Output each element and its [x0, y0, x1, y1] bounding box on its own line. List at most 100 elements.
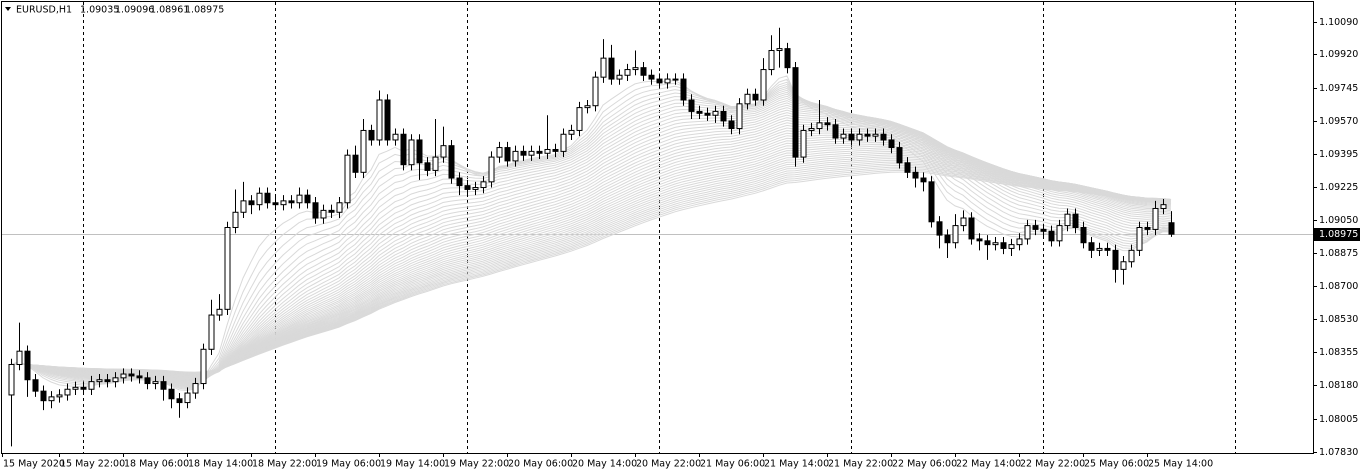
- candle-body: [472, 187, 479, 190]
- candle-body: [408, 139, 415, 166]
- x-tick-label: 19 May 22:00: [444, 459, 509, 470]
- candle-body: [1056, 225, 1063, 242]
- candle-body: [488, 156, 495, 183]
- candle-body: [136, 375, 143, 379]
- candle-body: [1128, 249, 1135, 263]
- candle-body: [1096, 247, 1103, 251]
- candle-body: [528, 150, 535, 156]
- x-tick-label: 18 May 14:00: [188, 459, 253, 470]
- y-tick-label: 1.09570: [1319, 116, 1358, 127]
- candle-body: [656, 78, 663, 84]
- candle-body: [800, 129, 807, 158]
- candle-body: [1008, 244, 1015, 249]
- candle-body: [336, 202, 343, 213]
- candle-body: [296, 194, 303, 204]
- candle-body: [688, 99, 695, 112]
- x-tick-label: 18 May 06:00: [124, 459, 189, 470]
- candle-body: [480, 181, 487, 189]
- x-tick-label: 21 May 14:00: [764, 459, 829, 470]
- candle-body: [240, 200, 247, 213]
- candle-body: [184, 392, 191, 404]
- candle-body: [176, 398, 183, 404]
- candle-body: [584, 105, 591, 109]
- candle-body: [808, 128, 815, 131]
- candle-body: [1080, 227, 1087, 244]
- candle-body: [888, 139, 895, 149]
- candle-body: [32, 379, 39, 392]
- ohlc-open: 1.09035: [80, 5, 119, 16]
- candle-body: [416, 139, 423, 164]
- y-tick-label: 1.08005: [1319, 414, 1358, 425]
- ohlc-high: 1.09096: [115, 5, 154, 16]
- candle-body: [400, 133, 407, 166]
- candle-body: [424, 162, 431, 171]
- candle-body: [24, 350, 31, 381]
- candle-body: [232, 211, 239, 228]
- x-tick-label: 21 May 22:00: [828, 459, 893, 470]
- candle-body: [912, 171, 919, 179]
- x-tick-label: 15 May 2020: [3, 459, 65, 470]
- chart-header: EURUSD,H1 1.09035 1.09096 1.08961 1.0897…: [5, 5, 224, 16]
- candle-body: [280, 200, 287, 206]
- candle-body: [160, 381, 167, 390]
- candle-body: [664, 78, 671, 84]
- candle-body: [928, 181, 935, 223]
- x-tick-label: 22 May 22:00: [1020, 459, 1085, 470]
- dropdown-arrow[interactable]: [5, 7, 11, 11]
- candle-body: [944, 234, 951, 244]
- candle-body: [568, 129, 575, 135]
- candle-body: [152, 381, 159, 385]
- candle-body: [272, 202, 279, 206]
- y-tick-label: 1.07830: [1319, 447, 1358, 458]
- candle-body: [936, 221, 943, 236]
- candle-body: [600, 57, 607, 78]
- candle-body: [608, 57, 615, 80]
- candle-body: [456, 177, 463, 187]
- candle-body: [440, 145, 447, 158]
- candle-body: [816, 122, 823, 130]
- x-tick-label: 22 May 14:00: [956, 459, 1021, 470]
- candle-body: [856, 133, 863, 141]
- candle-body: [680, 78, 687, 101]
- candle-body: [616, 74, 623, 80]
- y-tick-label: 1.09745: [1319, 83, 1358, 94]
- candle-body: [104, 379, 111, 383]
- candle-body: [592, 76, 599, 107]
- candle-body: [496, 147, 503, 158]
- x-tick-label: 22 May 06:00: [892, 459, 957, 470]
- candle-body: [376, 99, 383, 141]
- candle-body: [352, 154, 359, 173]
- candle-body: [1032, 225, 1039, 230]
- candle-body: [952, 225, 959, 244]
- x-tick-label: 19 May 06:00: [316, 459, 381, 470]
- candle-body: [1152, 207, 1159, 230]
- candle-body: [640, 67, 647, 76]
- candle-body: [360, 129, 367, 173]
- candle-body: [1168, 222, 1175, 235]
- plot-frame: [1, 1, 1314, 454]
- candle-body: [728, 120, 735, 130]
- candle-body: [632, 67, 639, 71]
- candle-body: [672, 78, 679, 81]
- y-tick-label: 1.08700: [1319, 281, 1358, 292]
- candle-body: [544, 148, 551, 154]
- candle-body: [48, 396, 55, 402]
- candle-body: [1088, 242, 1095, 251]
- candle-body: [1112, 249, 1119, 270]
- candle-body: [96, 379, 103, 383]
- candle-body: [760, 69, 767, 101]
- candle-body: [312, 202, 319, 219]
- candle-body: [248, 200, 255, 206]
- candle-body: [960, 217, 967, 227]
- x-tick-label: 25 May 14:00: [1148, 459, 1213, 470]
- candle-body: [88, 381, 95, 390]
- candle-body: [200, 348, 207, 385]
- candle-body: [192, 383, 199, 394]
- x-tick-label: 15 May 22:00: [60, 459, 125, 470]
- candle-body: [72, 386, 79, 390]
- candle-body: [1120, 261, 1127, 270]
- candle-body: [384, 99, 391, 141]
